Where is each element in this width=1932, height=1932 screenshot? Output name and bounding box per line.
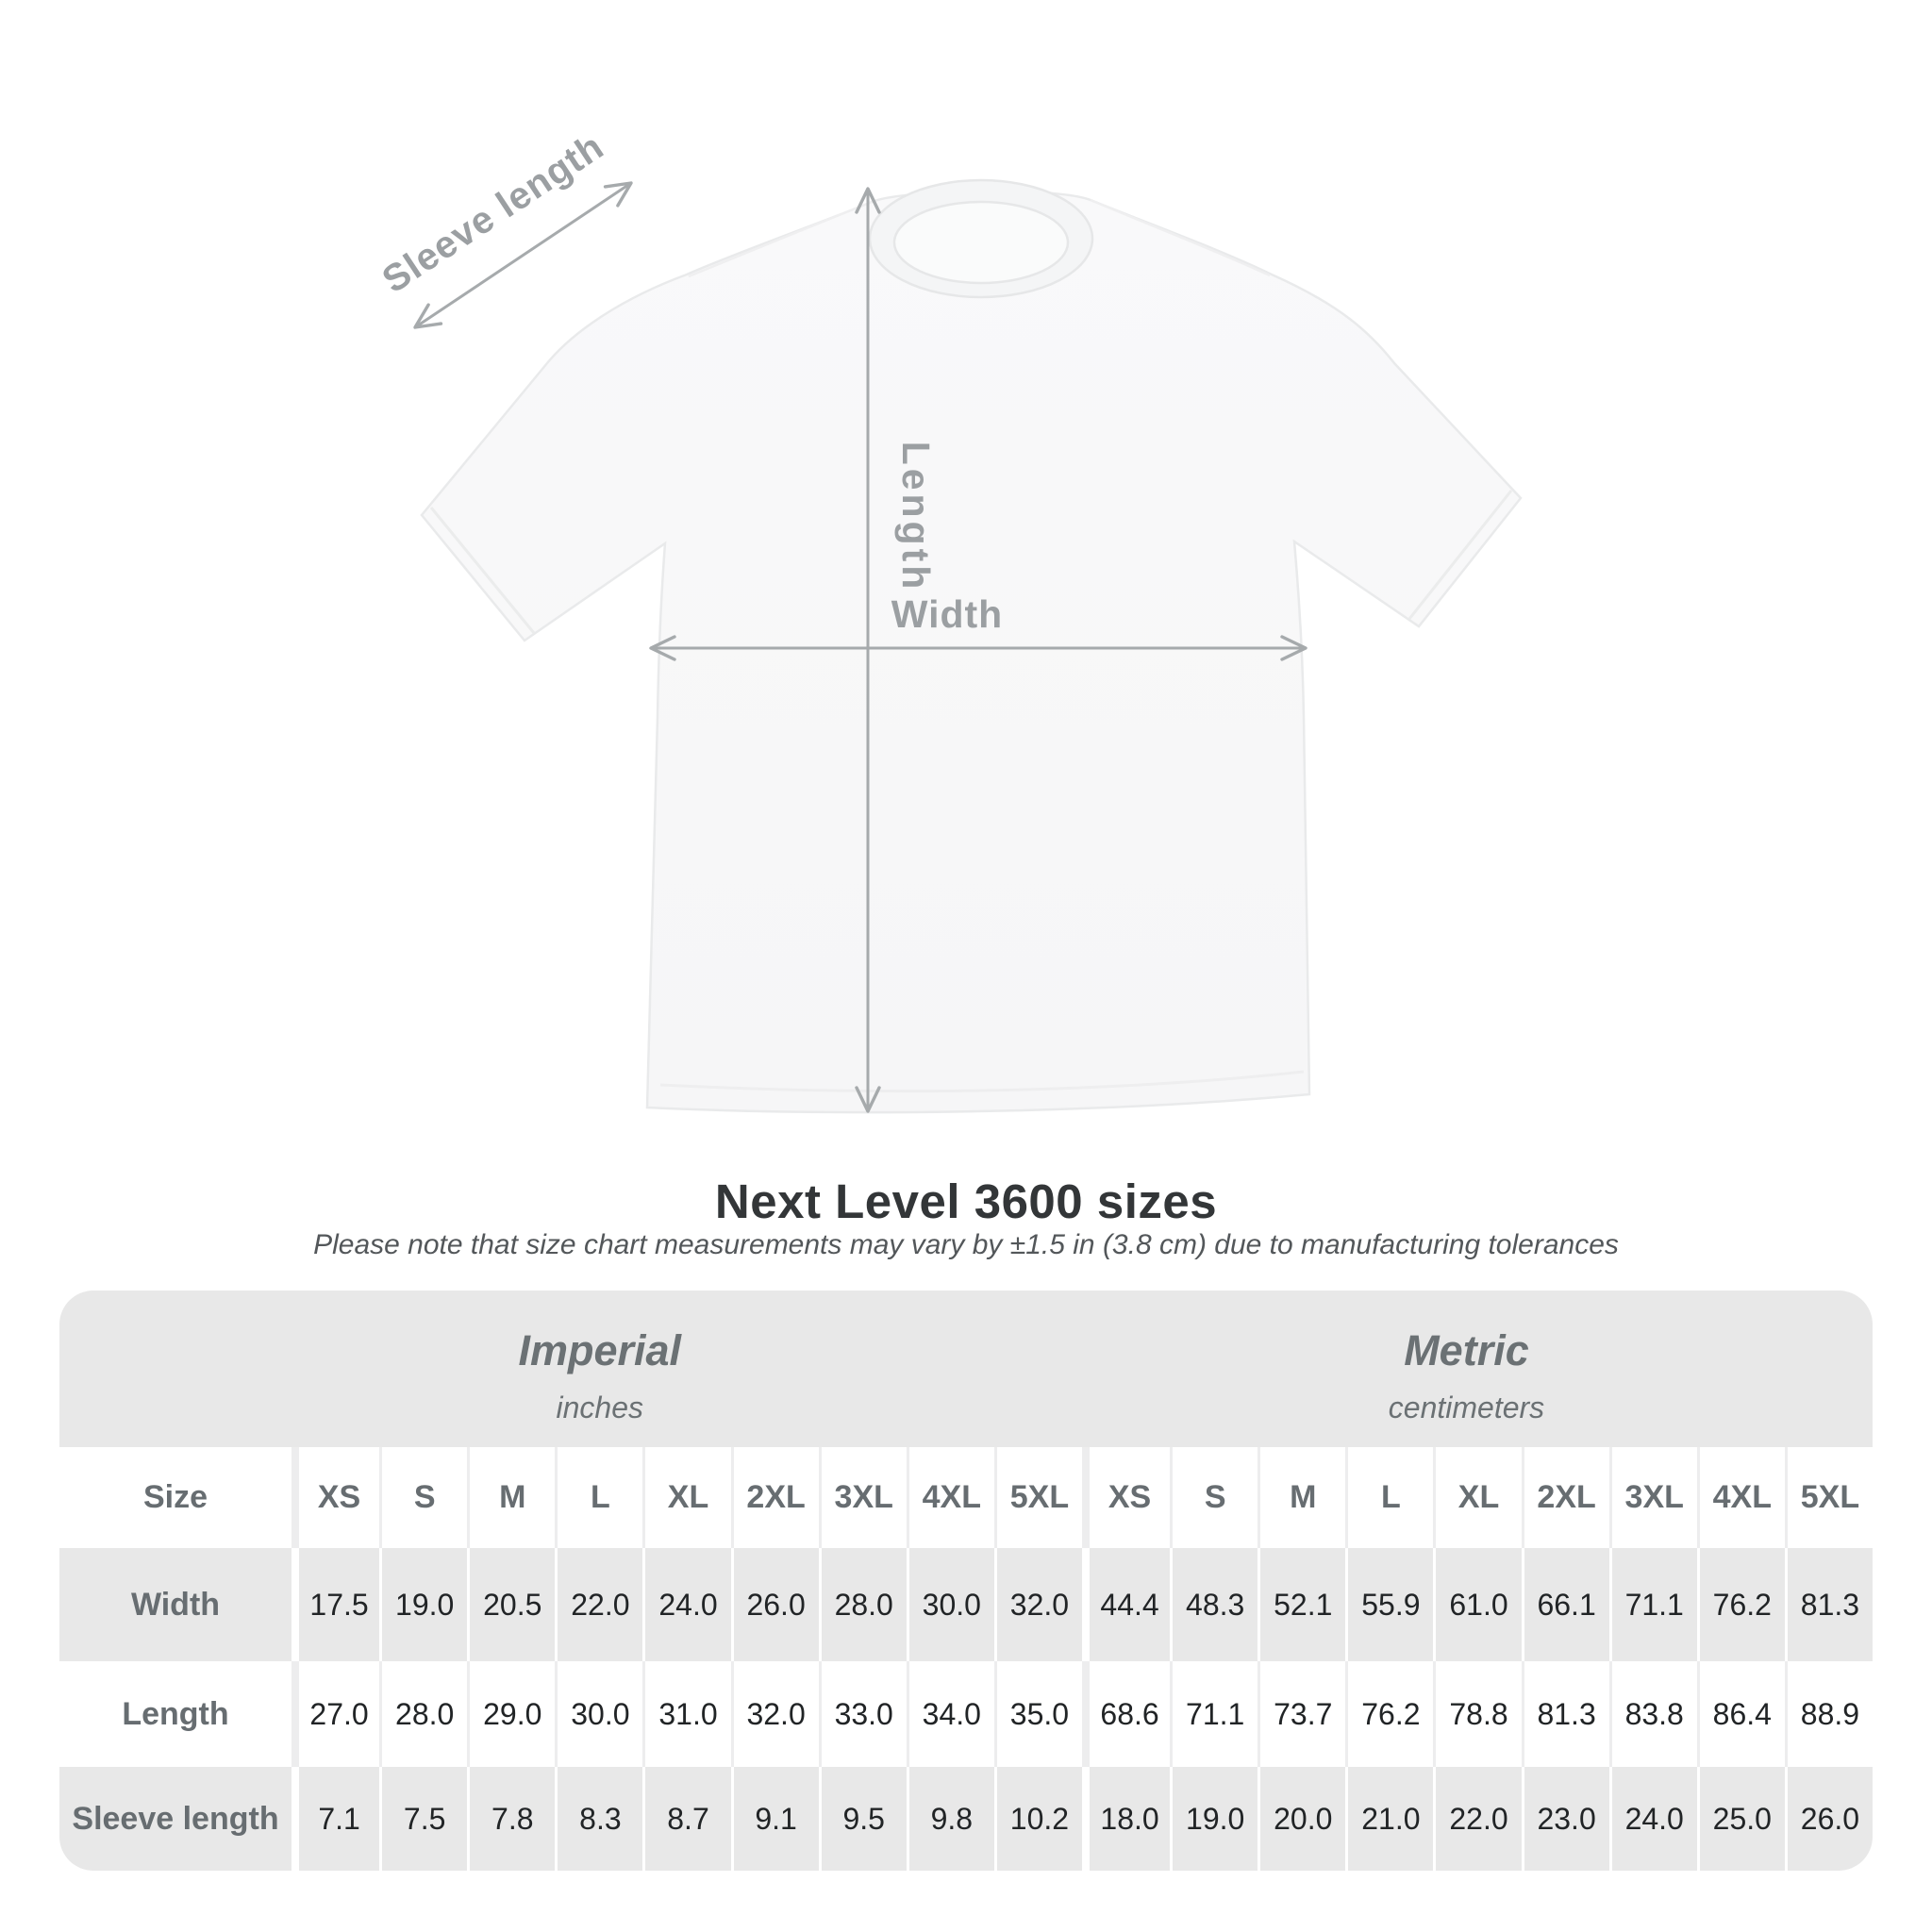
- table-cell: 68.6: [1082, 1661, 1170, 1767]
- size-header-cell: 2XL: [730, 1447, 819, 1548]
- collar-inner: [892, 200, 1070, 285]
- size-header-cell: XL: [642, 1447, 730, 1548]
- table-cell: 8.7: [642, 1767, 730, 1871]
- table-cell: 55.9: [1345, 1548, 1433, 1661]
- imperial-header: Imperial inches: [518, 1291, 681, 1447]
- size-table: Imperial inches Metric centimeters Size X…: [59, 1291, 1873, 1871]
- size-header-cell: XS: [1082, 1447, 1170, 1548]
- size-header-cell: 3XL: [818, 1447, 907, 1548]
- row-label: Sleeve length: [72, 1800, 279, 1837]
- table-cell: 17.5: [291, 1548, 379, 1661]
- table-cell: 22.0: [555, 1548, 642, 1661]
- size-header-cell: 5XL: [1784, 1447, 1873, 1548]
- table-cell: 30.0: [906, 1548, 994, 1661]
- size-header-row: Size XS S M L XL 2XL 3XL 4XL 5XL XS S M L XL 2XL 3XL 4XL 5…: [59, 1447, 1873, 1548]
- table-cell: 86.4: [1696, 1661, 1785, 1767]
- table-cell: 76.2: [1696, 1548, 1785, 1661]
- table-cell: 7.5: [379, 1767, 467, 1871]
- table-cell: 20.0: [1257, 1767, 1345, 1871]
- metric-header-unit: centimeters: [1388, 1391, 1545, 1424]
- size-header-cell: 2XL: [1521, 1447, 1609, 1548]
- size-header-cell: S: [1170, 1447, 1257, 1548]
- table-cell: 52.1: [1257, 1548, 1345, 1661]
- table-row: Length 27.0 28.0 29.0 30.0 31.0 32.0 33.0 34.0 35…: [59, 1661, 1873, 1767]
- table-cell: 8.3: [555, 1767, 642, 1871]
- table-cell: 28.0: [379, 1661, 467, 1767]
- table-cell: 83.8: [1608, 1661, 1697, 1767]
- size-header-cell: M: [1257, 1447, 1345, 1548]
- table-cell: 22.0: [1433, 1767, 1521, 1871]
- table-cell: 9.1: [730, 1767, 819, 1871]
- table-cell: 19.0: [1170, 1767, 1257, 1871]
- table-cell: 35.0: [993, 1661, 1082, 1767]
- table-cell: 76.2: [1345, 1661, 1433, 1767]
- length-label: Length: [894, 441, 938, 593]
- metric-header-name: Metric: [1404, 1326, 1529, 1374]
- size-header-cell: XL: [1433, 1447, 1521, 1548]
- table-row: Width 17.5 19.0 20.5 22.0 24.0 26.0 28.0 30.0 32.…: [59, 1548, 1873, 1661]
- imperial-header-name: Imperial: [518, 1326, 682, 1374]
- table-cell: 81.3: [1784, 1548, 1873, 1661]
- table-cell: 18.0: [1082, 1767, 1170, 1871]
- table-cell: 26.0: [730, 1548, 819, 1661]
- table-cell: 19.0: [379, 1548, 467, 1661]
- size-header-cell: 5XL: [993, 1447, 1082, 1548]
- table-cell: 20.5: [467, 1548, 555, 1661]
- table-cell: 10.2: [993, 1767, 1082, 1871]
- size-header-cell: L: [1345, 1447, 1433, 1548]
- table-cell: 78.8: [1433, 1661, 1521, 1767]
- table-cell: 29.0: [467, 1661, 555, 1767]
- table-cell: 30.0: [555, 1661, 642, 1767]
- table-cell: 88.9: [1784, 1661, 1873, 1767]
- size-header-cell: S: [379, 1447, 467, 1548]
- dimension-arrows: [413, 181, 1307, 1113]
- table-cell: 9.5: [818, 1767, 907, 1871]
- tshirt-diagram: Sleeve length Length Width: [375, 125, 1523, 1114]
- metric-header: Metric centimeters: [1389, 1291, 1544, 1447]
- table-cell: 9.8: [906, 1767, 994, 1871]
- size-header-cell: 3XL: [1608, 1447, 1697, 1548]
- table-cell: 34.0: [906, 1661, 994, 1767]
- row-label: Length: [122, 1695, 229, 1732]
- table-cell: 71.1: [1608, 1548, 1697, 1661]
- page-subtitle: Please note that size chart measurements…: [313, 1229, 1619, 1260]
- row-label: Width: [130, 1586, 221, 1623]
- size-column-header: Size: [142, 1479, 208, 1515]
- table-row: Sleeve length 7.1 7.5 7.8 8.3 8.7 9.1 9.5 9.8 10.…: [59, 1767, 1873, 1871]
- table-cell: 21.0: [1345, 1767, 1433, 1871]
- table-cell: 66.1: [1521, 1548, 1609, 1661]
- table-cell: 32.0: [993, 1548, 1082, 1661]
- sleeve-length-arrow: [413, 181, 633, 329]
- size-header-cell: 4XL: [1696, 1447, 1785, 1548]
- table-cell: 32.0: [730, 1661, 819, 1767]
- table-cell: 7.8: [467, 1767, 555, 1871]
- page-title: Next Level 3600 sizes: [714, 1174, 1218, 1228]
- table-cell: 23.0: [1521, 1767, 1609, 1871]
- table-cell: 31.0: [642, 1661, 730, 1767]
- table-cell: 73.7: [1257, 1661, 1345, 1767]
- table-cell: 81.3: [1521, 1661, 1609, 1767]
- width-label: Width: [891, 592, 1003, 636]
- tshirt-graphic: [420, 178, 1523, 1114]
- table-cell: 7.1: [291, 1767, 379, 1871]
- table-cell: 26.0: [1784, 1767, 1873, 1871]
- table-cell: 61.0: [1433, 1548, 1521, 1661]
- table-cell: 71.1: [1170, 1661, 1257, 1767]
- size-header-cell: 4XL: [906, 1447, 994, 1548]
- unit-header-band: Imperial inches Metric centimeters: [59, 1291, 1873, 1447]
- size-header-cell: XS: [291, 1447, 379, 1548]
- size-header-cell: M: [467, 1447, 555, 1548]
- table-cell: 48.3: [1170, 1548, 1257, 1661]
- table-cell: 27.0: [291, 1661, 379, 1767]
- table-cell: 25.0: [1696, 1767, 1785, 1871]
- size-table-grid: Size XS S M L XL 2XL 3XL 4XL 5XL XS S M L XL 2XL 3XL 4XL 5…: [59, 1447, 1873, 1871]
- table-cell: 44.4: [1082, 1548, 1170, 1661]
- table-cell: 24.0: [642, 1548, 730, 1661]
- size-header-cell: L: [555, 1447, 642, 1548]
- table-cell: 24.0: [1608, 1767, 1697, 1871]
- imperial-header-unit: inches: [556, 1391, 643, 1424]
- table-cell: 33.0: [818, 1661, 907, 1767]
- table-cell: 28.0: [818, 1548, 907, 1661]
